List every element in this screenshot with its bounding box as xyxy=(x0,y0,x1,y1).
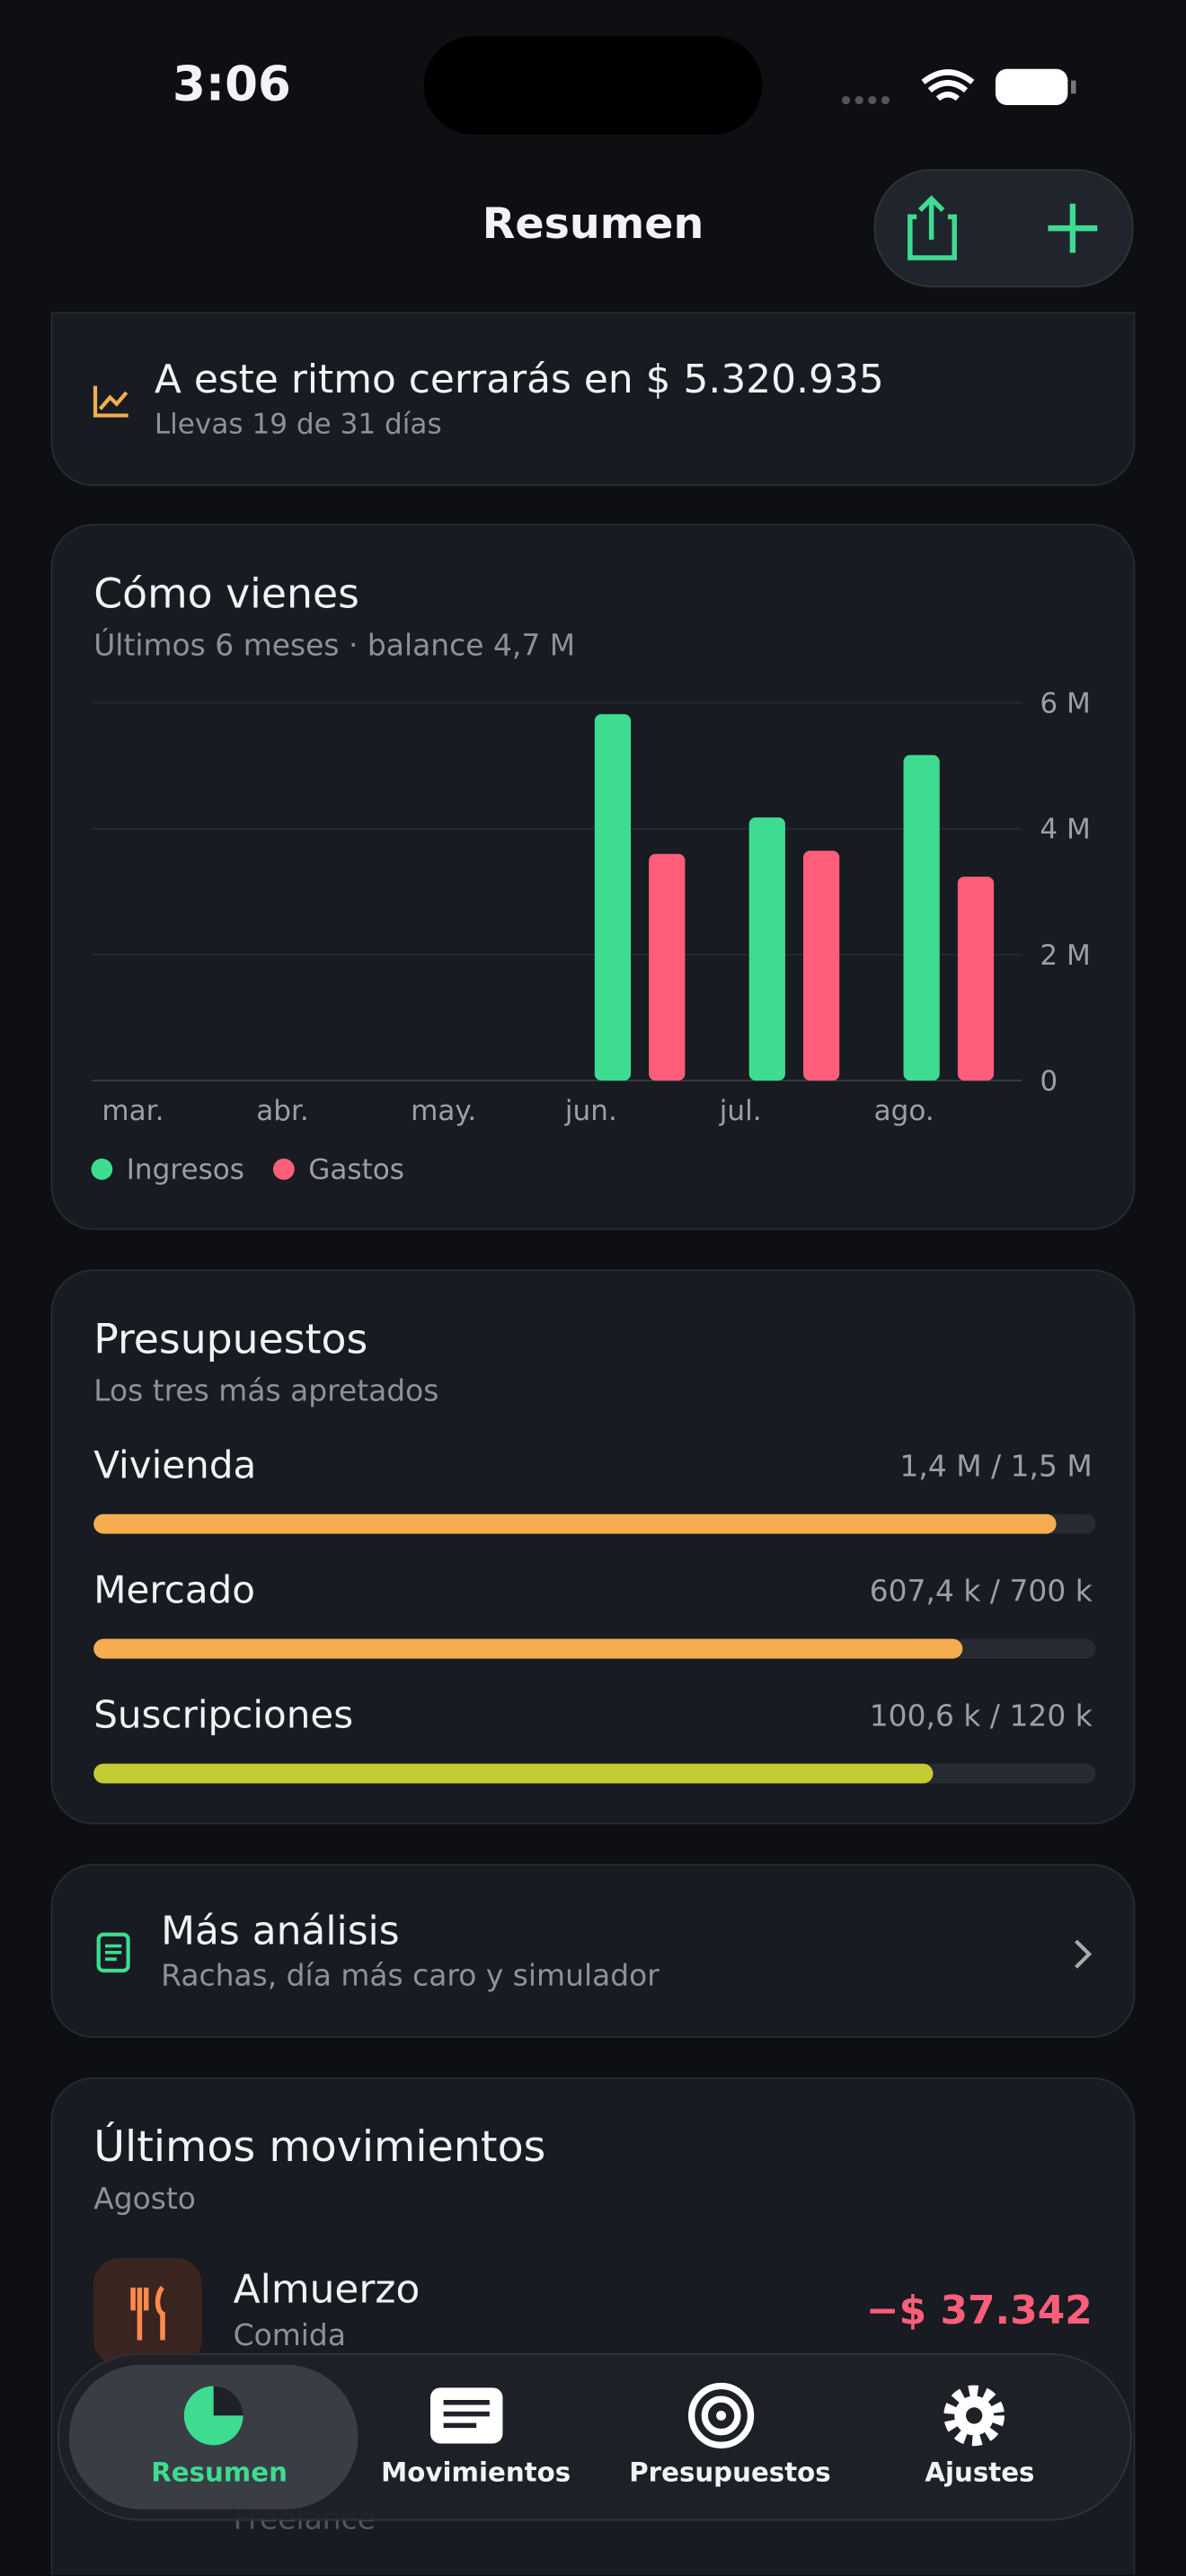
chart-title: Cómo vienes xyxy=(93,569,359,618)
forecast-title: A este ritmo cerrarás en $ 5.320.935 xyxy=(154,356,884,402)
movements-subtitle: Agosto xyxy=(93,2182,196,2218)
analysis-title: Más análisis xyxy=(161,1908,400,1954)
bar xyxy=(748,817,785,1081)
bar xyxy=(803,851,840,1081)
budget-name: Mercado xyxy=(93,1569,256,1613)
chart-card: Cómo vienes Últimos 6 meses · balance 4,… xyxy=(50,524,1136,1231)
bar xyxy=(594,714,632,1081)
budget-amount: 1,4 M / 1,5 M xyxy=(899,1450,1093,1485)
y-tick-label: 2 M xyxy=(1040,940,1090,972)
chart-subtitle: Últimos 6 meses · balance 4,7 M xyxy=(93,629,576,664)
analysis-subtitle: Rachas, día más caro y simulador xyxy=(161,1959,659,1994)
movement-category: Comida xyxy=(233,2318,346,2353)
status-icons xyxy=(842,68,1076,106)
budget-bar xyxy=(93,1638,963,1659)
tab-icons xyxy=(183,2382,1005,2448)
bar xyxy=(957,876,995,1081)
report-icon xyxy=(96,1932,130,1973)
y-tick-label: 4 M xyxy=(1040,814,1090,846)
nav-actions xyxy=(873,169,1134,287)
tab-bar: Resumen Movimientos Presupuestos Ajustes xyxy=(57,2352,1132,2521)
bar xyxy=(649,853,686,1081)
action-icons[interactable] xyxy=(875,171,1131,286)
budgets-subtitle: Los tres más apretados xyxy=(93,1374,439,1409)
tab-label[interactable]: Resumen xyxy=(151,2457,288,2488)
legend-label: Gastos xyxy=(308,1154,404,1187)
bar xyxy=(903,754,940,1081)
x-tick-label: jun. xyxy=(564,1095,617,1127)
dynamic-island xyxy=(423,36,763,135)
budget-name: Suscripciones xyxy=(93,1694,354,1738)
legend-swatch xyxy=(272,1158,295,1180)
legend-label: Ingresos xyxy=(127,1154,244,1187)
movement-amount: −$ 37.342 xyxy=(865,2287,1093,2334)
tab-label[interactable]: Ajustes xyxy=(925,2457,1035,2488)
x-tick-label: ago. xyxy=(874,1095,934,1127)
trend-icon xyxy=(93,385,128,418)
legend-swatch xyxy=(91,1158,113,1180)
budget-bar xyxy=(93,1513,1056,1534)
movement-name: Almuerzo xyxy=(233,2266,420,2313)
x-tick-label: may. xyxy=(411,1095,476,1127)
budget-amount: 100,6 k / 120 k xyxy=(869,1699,1093,1734)
x-tick-label: jul. xyxy=(719,1095,762,1127)
x-tick-label: abr. xyxy=(256,1095,309,1127)
analysis-card[interactable]: Más análisis Rachas, día más caro y simu… xyxy=(50,1864,1136,2038)
budgets-title: Presupuestos xyxy=(93,1315,368,1363)
y-tick-label: 0 xyxy=(1040,1065,1058,1098)
time: 3:06 xyxy=(172,56,291,112)
movements-title: Últimos movimientos xyxy=(93,2122,546,2173)
budgets-card: Presupuestos Los tres más apretados Vivi… xyxy=(50,1269,1136,1825)
y-tick-label: 6 M xyxy=(1040,687,1090,719)
forecast-card: A este ritmo cerrarás en $ 5.320.935 Lle… xyxy=(50,312,1136,487)
budget-name: Vivienda xyxy=(93,1444,257,1488)
tab-label[interactable]: Presupuestos xyxy=(629,2457,831,2488)
chart: 0 2 M 4 M 6 M mar. abr. may. jun. jul. ago. Ingres… xyxy=(91,687,1091,1187)
x-tick-label: mar. xyxy=(102,1095,164,1127)
budget-bar xyxy=(93,1763,934,1784)
nav-title: Resumen xyxy=(482,200,704,250)
chevron xyxy=(1075,1939,1093,1969)
forecast-subtitle: Llevas 19 de 31 días xyxy=(154,409,442,442)
tab-label[interactable]: Movimientos xyxy=(381,2457,571,2488)
food-icon xyxy=(93,2257,202,2367)
budget-amount: 607,4 k / 700 k xyxy=(869,1575,1093,1610)
